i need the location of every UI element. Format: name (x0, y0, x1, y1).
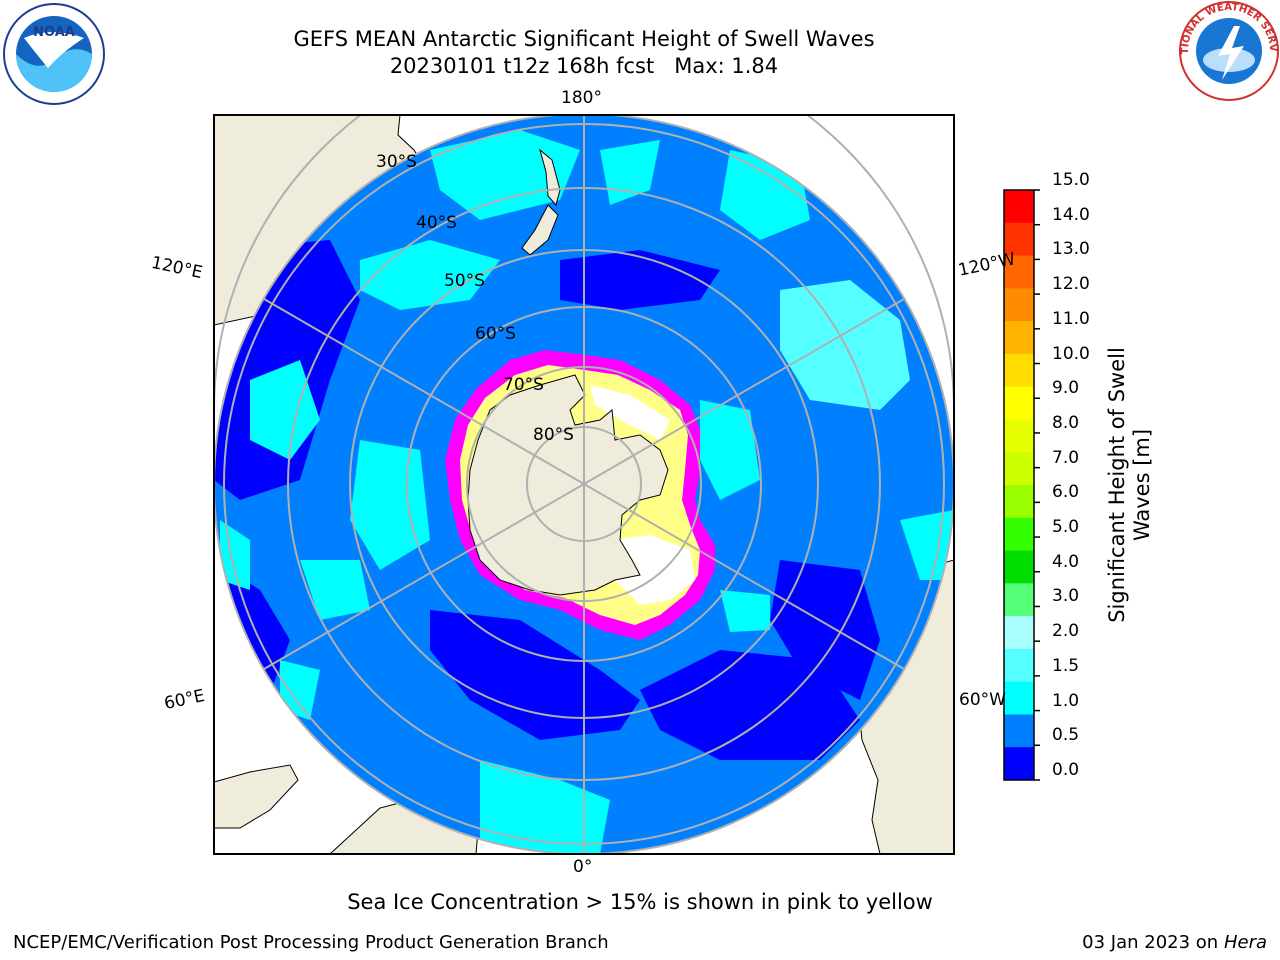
colorbar-segment (1004, 321, 1034, 355)
title-line-1: GEFS MEAN Antarctic Significant Height o… (293, 27, 875, 51)
colorbar-tick-label: 5.0 (1052, 517, 1080, 538)
nws-logo: NATIONAL WEATHER SERVICE (1178, 0, 1279, 101)
colorbar-segment (1004, 452, 1034, 486)
colorbar-segment (1004, 255, 1034, 289)
sea-ice-note: Sea Ice Concentration > 15% is shown in … (347, 890, 933, 914)
antarctica-land (467, 374, 669, 596)
footer-date: 03 Jan 2023 on Hera (1082, 932, 1267, 953)
map-frame (213, 114, 955, 855)
colorbar-tick-label: 10.0 (1052, 343, 1090, 364)
lon-label-180: 180° (561, 88, 602, 108)
lat-label-70s: 70°S (503, 375, 544, 395)
colorbar-label-line-1: Significant Height of Swell (1105, 347, 1129, 623)
colorbar-tick-label: 6.0 (1052, 482, 1080, 503)
footer-host: Hera (1223, 932, 1267, 953)
colorbar-segment (1004, 288, 1034, 322)
colorbar-segment (1004, 485, 1034, 519)
svg-text:NOAA: NOAA (33, 25, 75, 40)
colorbar-tick-label: 11.0 (1052, 308, 1090, 329)
colorbar-segment (1004, 681, 1034, 715)
colorbar-segment (1004, 714, 1034, 748)
title-line-2: 20230101 t12z 168h fcst Max: 1.84 (389, 54, 779, 78)
colorbar-segment (1004, 747, 1034, 781)
colorbar-tick-label: 9.0 (1052, 378, 1080, 399)
colorbar-segment (1004, 353, 1034, 388)
footer-credit: NCEP/EMC/Verification Post Processing Pr… (13, 932, 609, 953)
graticule-outer (214, 115, 954, 411)
colorbar-segment (1004, 386, 1034, 420)
colorbar-segment (1004, 616, 1034, 650)
lon-label-0: 0° (573, 857, 593, 877)
lat-label-40s: 40°S (416, 213, 457, 233)
graticule (223, 115, 945, 854)
colorbar-tick-label: 4.0 (1052, 551, 1080, 572)
colorbar-segment (1004, 222, 1034, 257)
lon-label-60w: 60°W (959, 690, 1006, 710)
colorbar-tick-label: 7.0 (1052, 447, 1080, 468)
footer-date-text: 03 Jan 2023 on (1082, 932, 1224, 953)
colorbar-tick-label: 2.0 (1052, 621, 1080, 642)
colorbar-tick-label: 0.5 (1052, 725, 1080, 746)
colorbar-tick-label: 14.0 (1052, 204, 1090, 225)
lat-label-80s: 80°S (533, 425, 574, 445)
colorbar-segment (1004, 550, 1034, 584)
colorbar-tick-label: 1.5 (1052, 655, 1080, 676)
colorbar-tick-label: 1.0 (1052, 690, 1080, 711)
colorbar (1003, 189, 1040, 781)
colorbar-segment (1004, 419, 1034, 453)
colorbar-tick-label: 12.0 (1052, 274, 1090, 295)
colorbar-tick-label: 13.0 (1052, 239, 1090, 260)
colorbar-segment (1004, 648, 1034, 683)
lat-label-50s: 50°S (444, 271, 485, 291)
colorbar-segment (1004, 517, 1034, 552)
colorbar-segment (1004, 583, 1034, 617)
colorbar-tick-label: 8.0 (1052, 412, 1080, 433)
figure-title: GEFS MEAN Antarctic Significant Height o… (0, 26, 1168, 80)
colorbar-segment (1004, 190, 1034, 224)
noaa-logo: NOAA (3, 3, 105, 105)
colorbar-tick-label: 3.0 (1052, 586, 1080, 607)
colorbar-frame (1003, 189, 1035, 781)
lat-label-30s: 30°S (376, 152, 417, 172)
colorbar-tick-label: 15.0 (1052, 170, 1090, 190)
madagascar-land (214, 764, 299, 829)
colorbar-label-line-2: Waves [m] (1130, 428, 1154, 542)
colorbar-tick-label: 0.0 (1052, 760, 1080, 780)
lat-label-60s: 60°S (475, 324, 516, 344)
new-zealand-land (521, 148, 561, 256)
